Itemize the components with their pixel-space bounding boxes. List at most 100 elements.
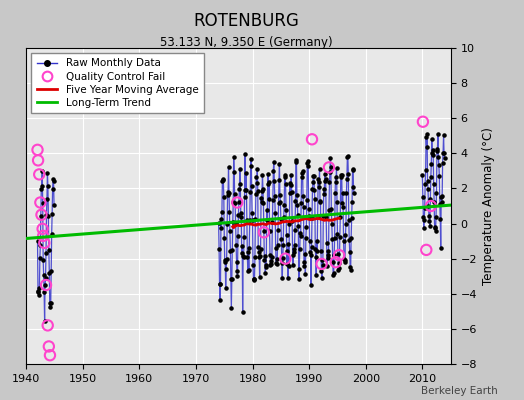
Point (240, 234, 248, 240)
Point (215, 281, 224, 287)
Point (319, 213, 328, 219)
Point (283, 261, 291, 267)
Point (268, 219, 277, 225)
Point (39, 200, 47, 206)
Point (418, 172, 427, 178)
Point (272, 260, 280, 267)
Point (325, 179, 334, 186)
Point (34, 238, 42, 245)
Point (322, 176, 330, 182)
Point (36, 255, 44, 261)
Point (270, 159, 278, 165)
Point (41, 275, 50, 282)
Point (257, 195, 265, 202)
Point (305, 213, 313, 219)
Point (239, 254, 248, 261)
Point (264, 181, 272, 187)
Point (218, 209, 226, 215)
Point (309, 179, 317, 185)
Point (339, 204, 347, 210)
Point (430, 199, 438, 205)
Point (323, 263, 331, 269)
Point (46, 300, 54, 306)
Point (282, 207, 290, 213)
Point (260, 257, 269, 263)
Point (246, 188, 255, 195)
Point (286, 180, 294, 187)
Point (285, 221, 293, 228)
Point (43, 182, 52, 189)
Point (243, 217, 251, 224)
Point (438, 193, 446, 199)
Point (419, 194, 427, 200)
Point (425, 222, 434, 229)
Point (303, 197, 311, 204)
Point (311, 196, 319, 202)
Point (275, 200, 283, 206)
Point (216, 297, 224, 303)
Point (423, 178, 432, 184)
Point (244, 249, 253, 255)
Point (255, 249, 263, 256)
Point (251, 254, 259, 260)
Point (223, 221, 231, 227)
Point (298, 168, 307, 174)
Point (256, 253, 264, 259)
Point (335, 259, 343, 266)
Point (43, 170, 52, 176)
Point (250, 276, 258, 283)
Point (321, 178, 330, 184)
Point (326, 169, 334, 176)
Point (237, 214, 245, 220)
Point (42, 212, 51, 218)
Point (255, 254, 264, 260)
Point (431, 227, 440, 234)
Point (427, 174, 435, 180)
Point (39, 233, 47, 239)
Point (304, 163, 312, 170)
Point (265, 228, 274, 234)
Point (45, 343, 53, 350)
Point (306, 248, 314, 255)
Point (292, 158, 300, 165)
Point (273, 261, 281, 267)
Point (264, 171, 272, 178)
Point (50, 201, 58, 208)
Point (47, 300, 55, 306)
Point (427, 203, 435, 209)
Point (422, 247, 431, 253)
Point (261, 270, 269, 277)
Point (347, 215, 356, 221)
Point (260, 253, 269, 259)
Point (319, 262, 327, 268)
Point (325, 206, 333, 213)
Point (36, 242, 45, 248)
Point (281, 172, 289, 179)
Point (436, 216, 444, 222)
Point (332, 259, 340, 265)
Point (318, 261, 326, 267)
Point (433, 146, 442, 153)
Point (241, 150, 249, 157)
Point (296, 230, 304, 236)
Point (219, 176, 227, 182)
Point (222, 266, 231, 272)
Point (253, 180, 261, 186)
Point (428, 136, 436, 142)
Point (246, 162, 255, 169)
Point (278, 260, 286, 267)
Point (42, 250, 50, 256)
Point (431, 224, 439, 230)
Point (290, 242, 299, 248)
Point (336, 174, 345, 180)
Point (218, 177, 226, 184)
Point (34, 288, 42, 294)
Point (347, 235, 355, 242)
Point (265, 179, 274, 186)
Point (440, 132, 448, 138)
Text: 53.133 N, 9.350 E (Germany): 53.133 N, 9.350 E (Germany) (160, 36, 333, 49)
Point (236, 166, 244, 173)
Point (242, 187, 250, 193)
Text: Berkeley Earth: Berkeley Earth (421, 386, 498, 396)
Point (308, 244, 316, 250)
